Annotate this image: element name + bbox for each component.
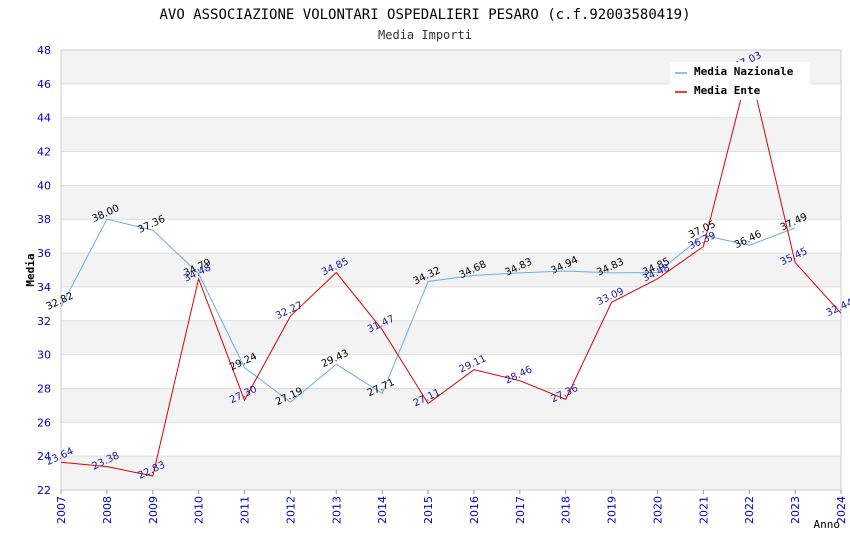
- series-line-media-ente: [61, 66, 841, 477]
- y-tick-label: 22: [37, 484, 51, 497]
- grid-band: [61, 456, 841, 490]
- x-tick-label: 2021: [697, 496, 710, 524]
- y-tick-label: 28: [37, 382, 51, 395]
- plot-area: [60, 49, 842, 491]
- y-tick-label: 38: [37, 213, 51, 226]
- grid-bands: [61, 50, 841, 490]
- data-label: 36.46: [733, 229, 764, 251]
- y-tick-label: 48: [37, 44, 51, 57]
- grid-band: [61, 320, 841, 355]
- grid-band: [61, 253, 841, 287]
- x-tick-label: 2009: [147, 496, 160, 524]
- y-tick-label: 40: [37, 179, 51, 192]
- y-tick-label: 30: [37, 349, 51, 362]
- y-tick-label: 32: [37, 315, 51, 328]
- y-tick-label: 26: [37, 416, 51, 429]
- y-tick-label: 36: [37, 247, 51, 260]
- x-tick-label: 2013: [330, 496, 343, 524]
- legend-label-media-ente: Media Ente: [694, 84, 761, 97]
- x-tick-label: 2020: [651, 496, 664, 524]
- grid-band: [61, 388, 841, 423]
- x-tick-label: 2011: [239, 496, 252, 524]
- x-tick-label: 2017: [514, 496, 527, 524]
- grid-band: [61, 185, 841, 220]
- y-axis-label: Media: [24, 253, 37, 286]
- x-tick-label: 2010: [193, 496, 206, 524]
- series-line-media-nazionale: [61, 218, 796, 403]
- x-tick-label: 2008: [101, 496, 114, 524]
- x-tick-label: 2019: [606, 496, 619, 524]
- legend-label-media-nazionale: Media Nazionale: [694, 65, 794, 78]
- data-label: 28.46: [503, 364, 534, 386]
- y-tick-label: 24: [37, 450, 51, 463]
- grid-band: [61, 117, 841, 152]
- y-tick-label: 34: [37, 281, 51, 294]
- x-tick-label: 2023: [789, 496, 802, 524]
- x-tick-label: 2018: [560, 496, 573, 524]
- x-tick-label: 2016: [468, 496, 481, 524]
- x-tick-label: 2012: [284, 496, 297, 524]
- chart-title: AVO ASSOCIAZIONE VOLONTARI OSPEDALIERI P…: [159, 7, 690, 23]
- y-tick-label: 42: [37, 146, 51, 159]
- x-tick-label: 2022: [743, 496, 756, 524]
- x-tick-label: 2014: [376, 496, 389, 524]
- legend-box: [670, 62, 810, 100]
- chart-subtitle: Media Importi: [378, 28, 472, 42]
- x-tick-label: 2024: [835, 496, 848, 524]
- y-tick-label: 44: [37, 112, 51, 125]
- legend: Media Nazionale Media Ente: [670, 62, 810, 100]
- y-axis-ticks: 22 24 26 28 30 32 34 36 38 40 42 44 46 48: [37, 44, 51, 497]
- y-tick-label: 46: [37, 78, 51, 91]
- x-tick-label: 2015: [422, 496, 435, 524]
- x-tick-label: 2007: [55, 496, 68, 524]
- data-label: 32.44: [825, 297, 850, 319]
- x-axis-ticks: 2007 2008 2009 2010 2011 2012 2013 2014 2015 2016…: [55, 490, 848, 524]
- x-axis-label: Anno: [814, 518, 841, 531]
